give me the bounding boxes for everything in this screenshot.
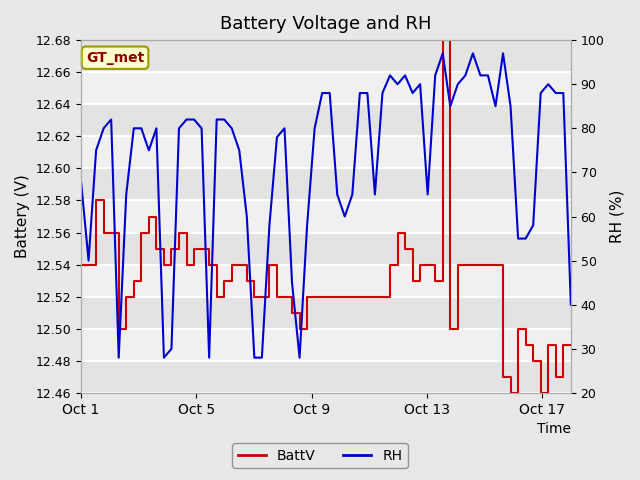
Bar bbox=[81, 168, 571, 201]
Bar bbox=[81, 297, 571, 329]
X-axis label: Time: Time bbox=[537, 422, 571, 436]
Bar bbox=[81, 232, 571, 264]
Title: Battery Voltage and RH: Battery Voltage and RH bbox=[220, 15, 432, 33]
Bar bbox=[81, 361, 571, 393]
Bar bbox=[81, 104, 571, 136]
Y-axis label: Battery (V): Battery (V) bbox=[15, 175, 30, 258]
Legend: BattV, RH: BattV, RH bbox=[232, 443, 408, 468]
Text: GT_met: GT_met bbox=[86, 51, 144, 65]
Y-axis label: RH (%): RH (%) bbox=[610, 190, 625, 243]
Bar bbox=[81, 40, 571, 72]
